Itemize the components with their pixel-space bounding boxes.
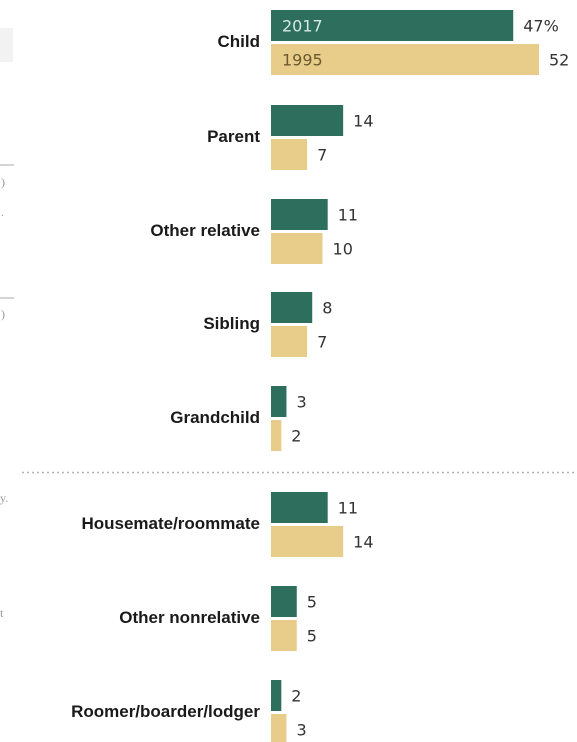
value-label-1995-grandchild: 2 xyxy=(291,427,301,446)
bar-1995-roomer-boarder-lodger xyxy=(271,714,287,742)
value-label-2017-other-relative: 11 xyxy=(338,206,358,225)
bar-2017-parent xyxy=(271,105,344,136)
value-label-2017-housemate-roommate: 11 xyxy=(338,499,358,518)
category-label-roomer-boarder-lodger: Roomer/boarder/lodger xyxy=(71,702,260,721)
edge-fragment-text: ) xyxy=(1,307,5,321)
bar-1995-sibling xyxy=(271,326,308,357)
edge-fragment-panel xyxy=(0,28,13,62)
value-label-2017-parent: 14 xyxy=(353,112,373,131)
bar-1995-child xyxy=(271,44,539,75)
category-label-other-nonrelative: Other nonrelative xyxy=(119,608,260,627)
bar-2017-sibling xyxy=(271,292,313,323)
category-label-child: Child xyxy=(218,32,261,51)
value-label-1995-sibling: 7 xyxy=(317,333,327,352)
value-label-2017-grandchild: 3 xyxy=(296,393,306,412)
bar-2017-housemate-roommate xyxy=(271,492,328,523)
category-label-grandchild: Grandchild xyxy=(170,408,260,427)
left-edge-fragments: ) . ) y. t xyxy=(0,28,14,620)
edge-fragment-text: y. xyxy=(0,491,8,505)
bar-1995-other-nonrelative xyxy=(271,620,297,651)
bar-1995-other-relative xyxy=(271,233,323,264)
value-label-2017-child: 47% xyxy=(523,17,559,36)
value-label-2017-roomer-boarder-lodger: 2 xyxy=(291,687,301,706)
bar-1995-housemate-roommate xyxy=(271,526,344,557)
bar-2017-other-relative xyxy=(271,199,328,230)
category-label-other-relative: Other relative xyxy=(150,221,260,240)
bar-2017-roomer-boarder-lodger xyxy=(271,680,282,711)
legend-label-1995: 1995 xyxy=(282,51,323,70)
edge-fragment-text: t xyxy=(0,606,4,620)
bar-1995-grandchild xyxy=(271,420,282,451)
category-label-housemate-roommate: Housemate/roommate xyxy=(81,514,260,533)
value-label-1995-parent: 7 xyxy=(317,146,327,165)
value-label-1995-other-relative: 10 xyxy=(333,240,353,259)
legend-label-2017: 2017 xyxy=(282,17,323,36)
category-label-parent: Parent xyxy=(207,127,260,146)
value-label-2017-sibling: 8 xyxy=(322,299,332,318)
value-label-2017-other-nonrelative: 5 xyxy=(307,593,317,612)
bar-2017-other-nonrelative xyxy=(271,586,297,617)
value-label-1995-roomer-boarder-lodger: 3 xyxy=(296,721,306,740)
value-label-1995-other-nonrelative: 5 xyxy=(307,627,317,646)
value-label-1995-housemate-roommate: 14 xyxy=(353,533,373,552)
edge-fragment-text: ) xyxy=(1,175,5,189)
value-label-1995-child: 52 xyxy=(549,51,569,70)
bar-2017-grandchild xyxy=(271,386,287,417)
bar-2017-child xyxy=(271,10,514,41)
category-label-sibling: Sibling xyxy=(203,314,260,333)
bar-1995-parent xyxy=(271,139,308,170)
edge-fragment-text: . xyxy=(1,205,4,219)
